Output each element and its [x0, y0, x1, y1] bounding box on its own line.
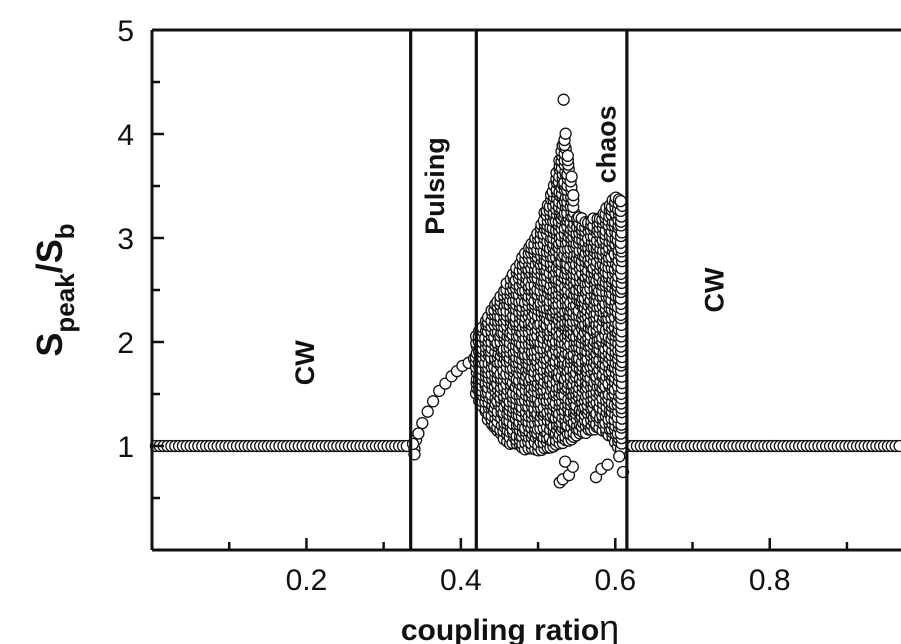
region-label: Pulsing: [420, 137, 450, 235]
x-tick-label: 0.6: [594, 564, 636, 597]
region-label: CW: [290, 340, 320, 385]
y-tick-label: 1: [117, 431, 134, 464]
y-axis-label-slash: /S: [29, 239, 70, 273]
pulsing-point: [421, 405, 434, 418]
data-points: [149, 93, 901, 489]
chaos-point: [559, 127, 572, 140]
cw-high-point: [893, 439, 901, 453]
pulsing-point: [412, 427, 425, 440]
x-axis-label-text: coupling ratio: [401, 614, 599, 644]
chaos-point: [565, 170, 578, 183]
chaos-outlier-point: [601, 458, 614, 471]
pulsing-point: [416, 416, 429, 430]
y-axis-label-sub-peak: peak: [50, 273, 80, 333]
y-tick-label: 3: [117, 223, 134, 256]
pulsing-point: [426, 395, 440, 408]
y-tick-label: 2: [117, 327, 134, 360]
y-tick-label: 4: [117, 119, 134, 152]
chaos-outlier-point: [557, 93, 570, 106]
chaos-point: [567, 189, 580, 202]
region-labels: CW Pulsing chaos CW: [290, 105, 729, 385]
x-axis-label-symbol: η: [599, 607, 619, 644]
x-tick-label: 0.4: [440, 564, 482, 597]
chaos-outlier-point: [613, 450, 626, 463]
y-axis-label: Speak/Sb: [29, 223, 80, 356]
region-label: chaos: [591, 105, 621, 183]
chaos-point: [614, 194, 627, 208]
x-axis-label: coupling ratioη: [401, 607, 619, 644]
region-label: CW: [699, 267, 729, 312]
y-axis-label-s: S: [29, 333, 70, 357]
chaos-point: [561, 149, 574, 162]
x-tick-label: 0.2: [286, 564, 328, 597]
chaos-outlier-point: [558, 455, 572, 468]
axes: 0.2 0.4 0.6 0.8 1 2 3 4 5: [117, 15, 901, 597]
region-boundaries: [409, 30, 629, 550]
y-tick-label: 5: [117, 15, 134, 48]
x-tick-label: 0.8: [749, 564, 791, 597]
y-axis-label-sub-b: b: [50, 223, 80, 239]
